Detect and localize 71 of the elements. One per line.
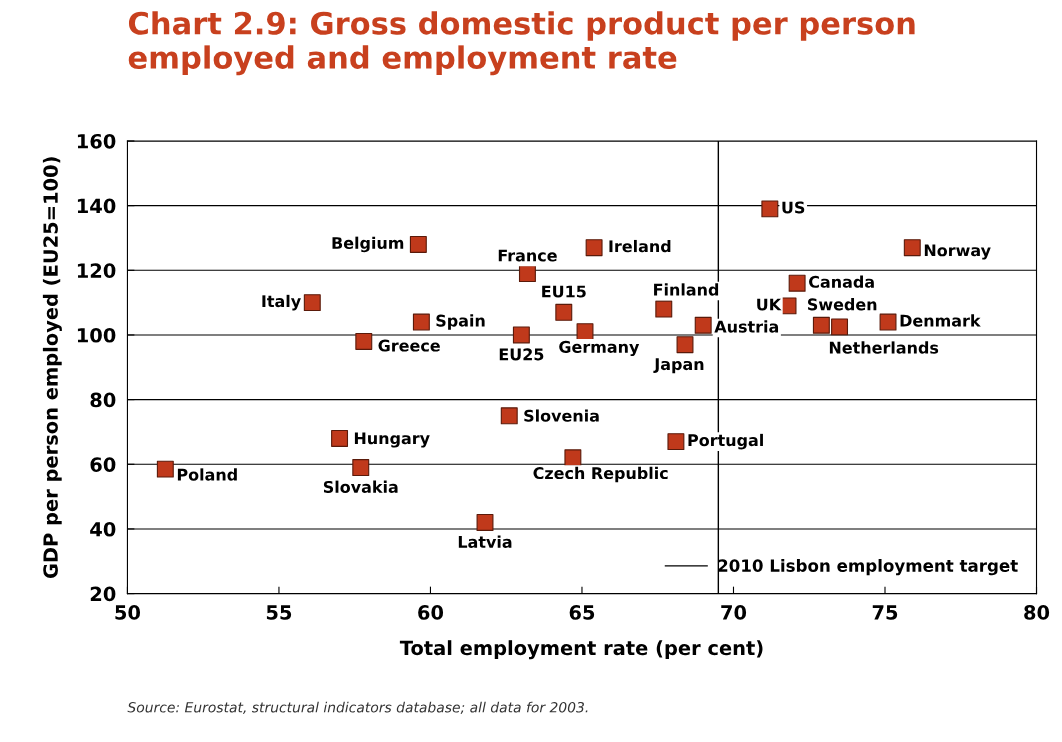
y-tick-label: 80 [90, 392, 116, 408]
y-tick-label: 40 [90, 521, 116, 537]
series-label: EU25 [499, 348, 544, 361]
point [667, 433, 685, 451]
chart-title: Chart 2.9: Gross domestic product per person employed and employment rate [128, 11, 915, 76]
series-label: Slovakia [323, 480, 398, 493]
series-label: Denmark [900, 314, 981, 327]
point [564, 449, 582, 467]
x-tick-label: 70 [721, 605, 747, 620]
y-tick-label: 120 [77, 263, 116, 278]
point [412, 313, 430, 331]
point [655, 300, 673, 318]
series-label: EU15 [542, 285, 586, 298]
point [812, 316, 830, 334]
point [576, 323, 594, 341]
point [355, 332, 373, 350]
source-note: Source: Eurostat, structural indicators database; all data for 2003. [127, 701, 588, 714]
x-tick-label: 65 [569, 605, 595, 620]
point [409, 235, 427, 253]
point [879, 313, 897, 331]
y-tick-label: 20 [90, 586, 116, 602]
point [903, 239, 921, 257]
y-tick-label: 160 [77, 133, 116, 149]
series-label: Belgium [332, 236, 404, 253]
series-label: France [498, 249, 557, 262]
point [512, 326, 530, 344]
series-label: Norway [924, 244, 991, 260]
point [518, 265, 536, 283]
series-label: Greece [378, 339, 440, 352]
point [303, 294, 321, 312]
series-label: Portugal [688, 433, 763, 450]
y-tick-label: 60 [90, 457, 116, 472]
y-tick-label: 140 [77, 198, 116, 214]
series-label: US [782, 201, 805, 214]
point [555, 303, 573, 321]
point [352, 459, 370, 476]
y-tick-label: 100 [77, 327, 116, 343]
y-axis-title: GDP per person employed (EU25=100) [42, 157, 62, 579]
series-label: Japan [653, 358, 704, 374]
x-tick-label: 75 [872, 605, 898, 620]
point [694, 316, 712, 334]
series-label: Austria [714, 320, 779, 333]
series-label: Italy [262, 294, 301, 311]
series-label: Poland [177, 468, 237, 481]
series-label: Hungary [354, 432, 430, 448]
series-label: Czech Republic [533, 466, 668, 483]
point [761, 200, 779, 218]
series-label: Ireland [609, 239, 671, 253]
point [500, 407, 518, 425]
series-label: Spain [436, 314, 485, 330]
series-label: Canada [809, 275, 874, 288]
series-label: Germany [559, 340, 640, 357]
series-label: Sweden [807, 298, 877, 311]
series-label: Slovenia [524, 409, 599, 422]
x-axis-title: Total employment rate (per cent) [399, 640, 763, 660]
point [331, 429, 349, 447]
point [156, 460, 174, 478]
point [585, 239, 603, 257]
ref-line-label: 2010 Lisbon employment target [718, 559, 1018, 576]
point [831, 318, 849, 336]
x-tick-label: 55 [266, 605, 292, 620]
x-tick-label: 50 [115, 605, 141, 620]
point [676, 336, 694, 354]
x-tick-label: 80 [1024, 605, 1050, 620]
point [476, 514, 494, 531]
series-label: Netherlands [829, 341, 939, 354]
point [788, 274, 806, 292]
series-label: Finland [654, 283, 719, 296]
x-tick-label: 60 [418, 605, 444, 620]
series-label: UK [757, 298, 782, 311]
series-label: Latvia [458, 535, 512, 548]
